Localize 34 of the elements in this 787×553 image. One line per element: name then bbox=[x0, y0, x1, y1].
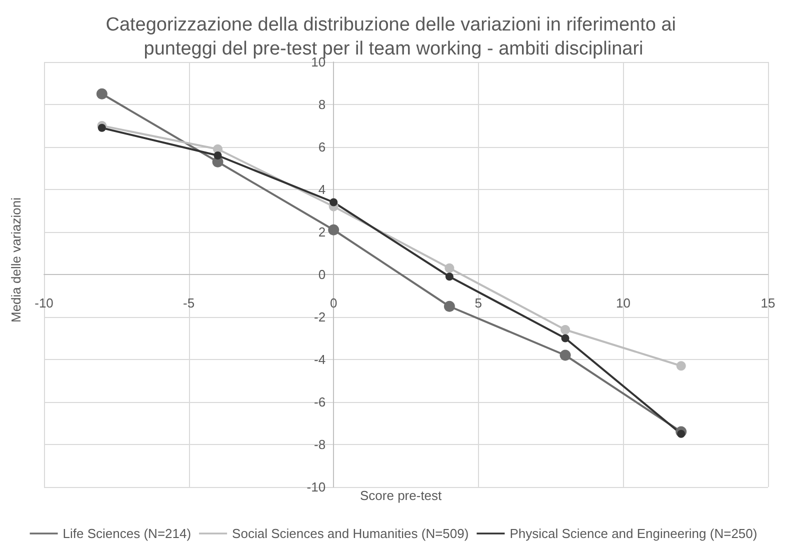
point bbox=[330, 198, 338, 206]
y-tick-label: -2 bbox=[314, 310, 326, 324]
y-tick-label: -4 bbox=[314, 352, 326, 367]
legend-label: Physical Science and Engineering (N=250) bbox=[510, 526, 758, 541]
point bbox=[328, 224, 340, 236]
point bbox=[676, 361, 686, 371]
x-tick-label: 0 bbox=[330, 296, 338, 310]
point bbox=[98, 124, 106, 132]
y-tick-label: -8 bbox=[314, 437, 326, 452]
y-tick-label: 4 bbox=[318, 182, 326, 197]
x-tick-label: -10 bbox=[34, 296, 54, 310]
y-tick-label: 8 bbox=[318, 97, 326, 112]
y-axis-title: Media delle variazioni bbox=[8, 197, 24, 323]
x-tick-label: 10 bbox=[616, 296, 630, 310]
point bbox=[560, 350, 571, 361]
point bbox=[677, 430, 686, 438]
x-tick-label: 15 bbox=[760, 296, 776, 310]
point bbox=[444, 263, 454, 273]
legend-label: Social Sciences and Humanities (N=509) bbox=[232, 526, 469, 541]
point bbox=[96, 88, 108, 100]
y-tick-label: -6 bbox=[314, 394, 326, 410]
x-axis-title: Score pre-test bbox=[360, 488, 442, 503]
point bbox=[561, 334, 570, 342]
point bbox=[445, 272, 454, 281]
x-tick-label: -5 bbox=[183, 296, 195, 310]
point bbox=[444, 300, 455, 312]
point bbox=[560, 325, 570, 334]
y-tick-label: 0 bbox=[318, 267, 326, 282]
point bbox=[214, 152, 222, 160]
legend-label: Life Sciences (N=214) bbox=[62, 526, 192, 541]
x-tick-label: 5 bbox=[474, 296, 482, 310]
y-tick-label: -10 bbox=[306, 480, 326, 494]
y-tick-label: 6 bbox=[318, 140, 326, 154]
y-tick-label: 2 bbox=[318, 224, 326, 240]
